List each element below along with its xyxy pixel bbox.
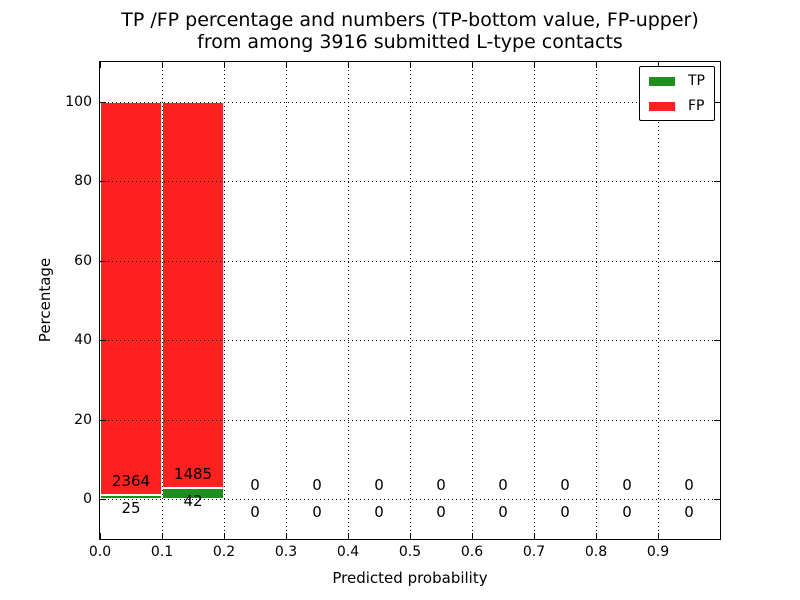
annotation-fp-count-bin7: 0: [560, 476, 570, 495]
x-tick-top-0: [100, 62, 101, 68]
tp-color-swatch: [649, 76, 675, 86]
fp-legend-label: FP: [688, 98, 705, 114]
y-tick-left-100: [100, 101, 106, 103]
x-tick-top-0.4: [348, 62, 349, 68]
x-tick-bottom-0.9: [658, 533, 659, 539]
gridline-x-0.1: [162, 62, 163, 539]
annotation-tp-count-bin2: 0: [250, 503, 260, 522]
x-tick-label-0.8: 0.8: [584, 544, 608, 560]
x-tick-bottom-0.4: [348, 533, 349, 539]
gridline-x-0.2: [224, 62, 225, 539]
y-tick-left-80: [100, 181, 106, 183]
x-tick-top-0.2: [224, 62, 225, 68]
annotation-fp-count-bin3: 0: [312, 476, 322, 495]
x-tick-label-0.0: 0.0: [88, 544, 112, 560]
plot-area: TP FP 2364 25 1485 42 0 0 0 0 0 0 0 0 0 0 0 0 0 0 0 0: [100, 62, 720, 539]
tp-legend-label: TP: [688, 73, 705, 89]
bar-fp-bin0: [100, 101, 162, 496]
y-tick-right-80: [714, 181, 720, 183]
y-tick-right-100: [714, 101, 720, 103]
gridline-x-0.7: [534, 62, 535, 539]
y-axis-label: Percentage: [36, 257, 54, 343]
annotation-fp-count-bin8: 0: [622, 476, 632, 495]
y-tick-right-0: [714, 499, 720, 501]
gridline-x-0.6: [472, 62, 473, 539]
annotation-tp-count-bin9: 0: [684, 503, 694, 522]
x-tick-label-0.3: 0.3: [274, 544, 298, 560]
gridline-x-0.9: [658, 62, 659, 539]
x-tick-label-0.9: 0.9: [646, 544, 670, 560]
x-tick-top-0.8: [596, 62, 597, 68]
gridline-x-0.8: [596, 62, 597, 539]
annotation-fp-count-bin9: 0: [684, 476, 694, 495]
x-tick-bottom-0.6: [472, 533, 473, 539]
y-tick-left-20: [100, 419, 106, 421]
x-tick-top-0.3: [286, 62, 287, 68]
annotation-tp-count-bin6: 0: [498, 503, 508, 522]
annotation-fp-count-bin5: 0: [436, 476, 446, 495]
chart-title: TP /FP percentage and numbers (TP-bottom…: [90, 9, 730, 53]
chart-title-line2: from among 3916 submitted L-type contact…: [197, 31, 623, 53]
y-tick-label-40: 40: [74, 332, 92, 349]
x-tick-label-0.1: 0.1: [150, 544, 174, 560]
gridline-x-0.3: [286, 62, 287, 539]
x-tick-label-0.2: 0.2: [212, 544, 236, 560]
gridline-x-0.5: [410, 62, 411, 539]
annotation-tp-count-bin0: 25: [121, 499, 141, 518]
y-tick-label-80: 80: [74, 173, 92, 190]
x-tick-top-0.6: [472, 62, 473, 68]
y-tick-label-0: 0: [83, 491, 92, 508]
annotation-tp-count-bin3: 0: [312, 503, 322, 522]
x-tick-bottom-0.7: [534, 533, 535, 539]
x-axis-label: Predicted probability: [332, 569, 488, 587]
y-tick-right-20: [714, 419, 720, 421]
annotation-tp-count-bin5: 0: [436, 503, 446, 522]
x-tick-label-0.5: 0.5: [398, 544, 422, 560]
y-tick-label-60: 60: [74, 252, 92, 269]
y-tick-left-40: [100, 340, 106, 342]
fp-color-swatch: [649, 101, 675, 111]
bar-tp-bin0: [100, 495, 162, 500]
y-tick-left-60: [100, 260, 106, 262]
x-tick-bottom-0.5: [410, 533, 411, 539]
annotation-tp-count-bin8: 0: [622, 503, 632, 522]
annotation-tp-count-bin7: 0: [560, 503, 570, 522]
annotation-tp-count-bin1: 42: [183, 492, 203, 511]
annotation-tp-count-bin4: 0: [374, 503, 384, 522]
x-tick-top-0.1: [162, 62, 163, 68]
x-tick-bottom-0.8: [596, 533, 597, 539]
y-tick-left-0: [100, 499, 106, 501]
x-tick-bottom-0: [100, 533, 101, 539]
x-tick-top-0.9: [658, 62, 659, 68]
y-tick-label-100: 100: [65, 93, 92, 110]
x-tick-bottom-0.2: [224, 533, 225, 539]
x-tick-top-0.5: [410, 62, 411, 68]
bar-fp-bin1: [162, 101, 224, 489]
annotation-fp-count-bin4: 0: [374, 476, 384, 495]
chart-title-line1: TP /FP percentage and numbers (TP-bottom…: [121, 9, 699, 31]
annotation-fp-count-bin0: 2364: [111, 472, 151, 491]
x-tick-label-0.6: 0.6: [460, 544, 484, 560]
y-tick-right-40: [714, 340, 720, 342]
gridline-x-0.4: [348, 62, 349, 539]
x-tick-bottom-0.3: [286, 533, 287, 539]
legend-item-fp: FP: [649, 99, 705, 113]
legend-item-tp: TP: [649, 74, 705, 88]
x-tick-top-0.7: [534, 62, 535, 68]
x-tick-label-0.7: 0.7: [522, 544, 546, 560]
legend: TP FP: [639, 66, 715, 121]
annotation-fp-count-bin2: 0: [250, 476, 260, 495]
x-tick-bottom-0.1: [162, 533, 163, 539]
y-tick-right-60: [714, 260, 720, 262]
x-tick-label-0.4: 0.4: [336, 544, 360, 560]
annotation-fp-count-bin1: 1485: [173, 465, 213, 484]
annotation-fp-count-bin6: 0: [498, 476, 508, 495]
y-tick-label-20: 20: [74, 411, 92, 428]
